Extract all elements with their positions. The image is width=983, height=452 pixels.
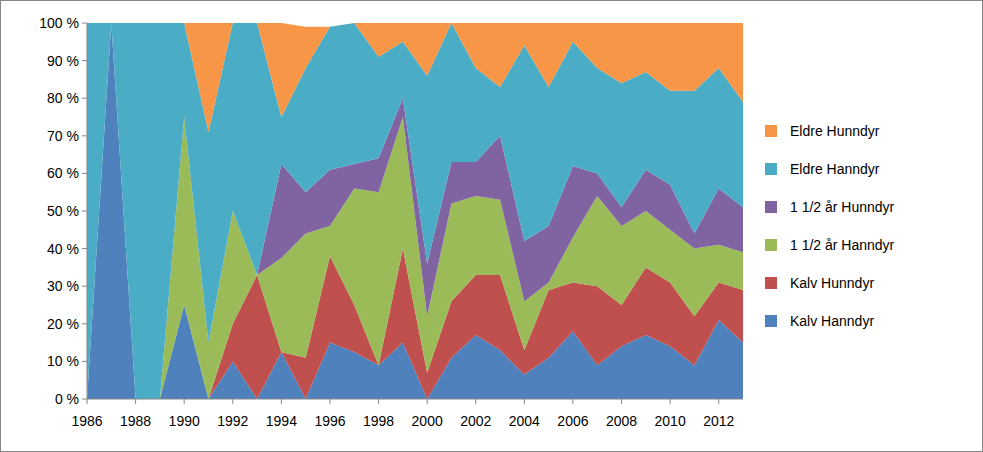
x-axis bbox=[87, 399, 743, 400]
x-tick-label: 1998 bbox=[363, 413, 394, 429]
legend-label: Kalv Hunndyr bbox=[790, 275, 874, 291]
x-tick bbox=[135, 399, 136, 404]
x-tick-label: 2010 bbox=[655, 413, 686, 429]
x-tick bbox=[232, 399, 233, 404]
x-tick bbox=[718, 399, 719, 404]
y-tick bbox=[82, 211, 87, 212]
y-tick-label: 20 % bbox=[47, 316, 79, 332]
y-tick-label: 100 % bbox=[39, 15, 79, 31]
legend: Eldre Hunndyr Eldre Hanndyr 1 1/2 år Hunnd… bbox=[765, 123, 895, 329]
y-tick bbox=[82, 98, 87, 99]
area bbox=[87, 23, 743, 399]
y-tick bbox=[82, 60, 87, 61]
area bbox=[87, 23, 743, 132]
legend-label: 1 1/2 år Hanndyr bbox=[790, 237, 895, 253]
area bbox=[87, 23, 743, 399]
area bbox=[87, 23, 743, 399]
legend-label: Eldre Hunndyr bbox=[790, 123, 880, 139]
y-tick-label: 0 % bbox=[55, 391, 79, 407]
x-tick bbox=[524, 399, 525, 404]
area bbox=[87, 23, 743, 399]
chart: 0 % 10 % 20 % 30 % 40 % 50 % 60 % 70 % 80 % 90 % 1… bbox=[0, 0, 983, 452]
x-tick bbox=[475, 399, 476, 404]
x-tick bbox=[281, 399, 282, 404]
legend-swatch bbox=[765, 163, 777, 175]
x-tick-label: 2004 bbox=[509, 413, 540, 429]
y-tick-label: 40 % bbox=[47, 241, 79, 257]
x-tick bbox=[329, 399, 330, 404]
y-tick-label: 30 % bbox=[47, 278, 79, 294]
x-tick-label: 1990 bbox=[169, 413, 200, 429]
x-tick-label: 2008 bbox=[606, 413, 637, 429]
x-tick bbox=[378, 399, 379, 404]
x-tick bbox=[670, 399, 671, 404]
y-tick-label: 50 % bbox=[47, 203, 79, 219]
x-tick-label: 2006 bbox=[557, 413, 588, 429]
y-tick-label: 10 % bbox=[47, 353, 79, 369]
y-tick-label: 70 % bbox=[47, 128, 79, 144]
x-tick-label: 1986 bbox=[71, 413, 102, 429]
legend-swatch bbox=[765, 315, 777, 327]
legend-label: Kalv Hanndyr bbox=[790, 313, 874, 329]
x-tick-label: 2000 bbox=[412, 413, 443, 429]
x-tick-label: 2012 bbox=[703, 413, 734, 429]
legend-swatch bbox=[765, 201, 777, 213]
legend-label: Eldre Hanndyr bbox=[790, 161, 880, 177]
y-tick bbox=[82, 399, 87, 400]
chart-frame bbox=[1, 1, 983, 452]
x-tick-label: 1992 bbox=[217, 413, 248, 429]
legend-swatch bbox=[765, 125, 777, 137]
x-tick-label: 1994 bbox=[266, 413, 297, 429]
y-tick-label: 60 % bbox=[47, 165, 79, 181]
y-tick bbox=[82, 286, 87, 287]
y-tick bbox=[82, 135, 87, 136]
areas bbox=[87, 23, 743, 399]
y-tick bbox=[82, 23, 87, 24]
legend-swatch bbox=[765, 277, 777, 289]
y-tick bbox=[82, 248, 87, 249]
y-tick-label: 80 % bbox=[47, 90, 79, 106]
x-tick bbox=[427, 399, 428, 404]
x-tick-label: 1996 bbox=[314, 413, 345, 429]
x-tick-label: 1988 bbox=[120, 413, 151, 429]
y-tick bbox=[82, 361, 87, 362]
x-tick bbox=[621, 399, 622, 404]
x-tick bbox=[572, 399, 573, 404]
x-tick bbox=[184, 399, 185, 404]
x-tick bbox=[87, 399, 88, 404]
area bbox=[87, 23, 743, 399]
legend-label: 1 1/2 år Hunndyr bbox=[790, 199, 895, 215]
y-tick bbox=[82, 323, 87, 324]
y-tick-label: 90 % bbox=[47, 53, 79, 69]
y-tick bbox=[82, 173, 87, 174]
legend-swatch bbox=[765, 239, 777, 251]
x-tick-label: 2002 bbox=[460, 413, 491, 429]
